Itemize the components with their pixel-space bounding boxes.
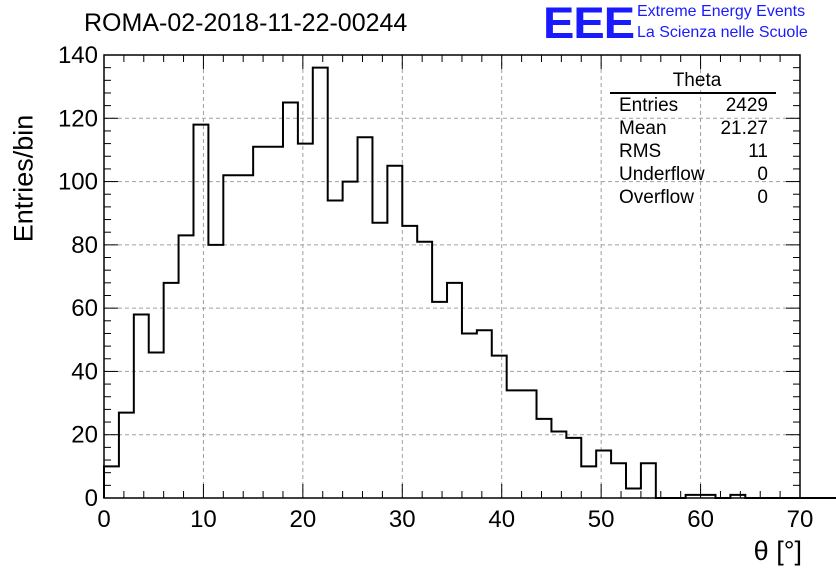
y-tick-label: 0: [85, 485, 98, 512]
stats-title: Theta: [610, 70, 776, 94]
histogram-series: [103, 66, 836, 499]
y-tick-label: 20: [71, 422, 98, 449]
x-tick-label: 70: [787, 506, 814, 533]
stats-box: Theta Entries 2429 Mean 21.27 RMS 11 Und…: [610, 70, 776, 209]
y-axis-label: Entries/bin: [8, 114, 39, 243]
logo-tagline-1: Extreme Energy Events: [637, 3, 806, 20]
eee-logo: EEE: [543, 0, 635, 48]
logo-tagline-2: La Scienza nelle Scuole: [637, 24, 808, 41]
y-tick-label: 140: [58, 42, 98, 69]
x-axis-label: θ [°]: [753, 536, 802, 566]
stats-label: Underflow: [619, 164, 705, 185]
stats-value: 11: [748, 141, 768, 162]
y-tick-label: 60: [71, 295, 98, 322]
stats-row-underflow: Underflow 0: [610, 163, 776, 186]
x-tick-label: 0: [97, 506, 110, 533]
x-tick-label: 40: [488, 506, 515, 533]
stats-label: Overflow: [619, 187, 694, 208]
stats-label: RMS: [619, 141, 662, 162]
stats-label: Mean: [619, 118, 667, 139]
y-tick-label: 100: [58, 169, 98, 196]
stats-row-mean: Mean 21.27: [610, 117, 776, 140]
y-tick-label: 120: [58, 105, 98, 132]
plot-frame: [103, 54, 801, 499]
chart-title: ROMA-02-2018-11-22-00244: [84, 9, 408, 37]
stats-value: 2429: [725, 95, 768, 116]
x-tick-label: 30: [389, 506, 416, 533]
x-tick-label: 50: [588, 506, 615, 533]
x-tick-label: 10: [190, 506, 217, 533]
stats-label: Entries: [619, 95, 679, 116]
stats-row-rms: RMS 11: [610, 140, 776, 163]
y-axis-label-wrapper: Entries/bin: [4, 113, 44, 253]
stats-row-entries: Entries 2429: [610, 94, 776, 117]
stats-row-overflow: Overflow 0: [610, 186, 776, 209]
x-tick-label: 60: [687, 506, 714, 533]
y-tick-label: 40: [71, 358, 98, 385]
stats-value: 0: [757, 164, 768, 185]
y-tick-label: 80: [71, 232, 98, 259]
stats-value: 21.27: [720, 118, 768, 139]
x-tick-label: 20: [290, 506, 317, 533]
stats-value: 0: [757, 187, 768, 208]
